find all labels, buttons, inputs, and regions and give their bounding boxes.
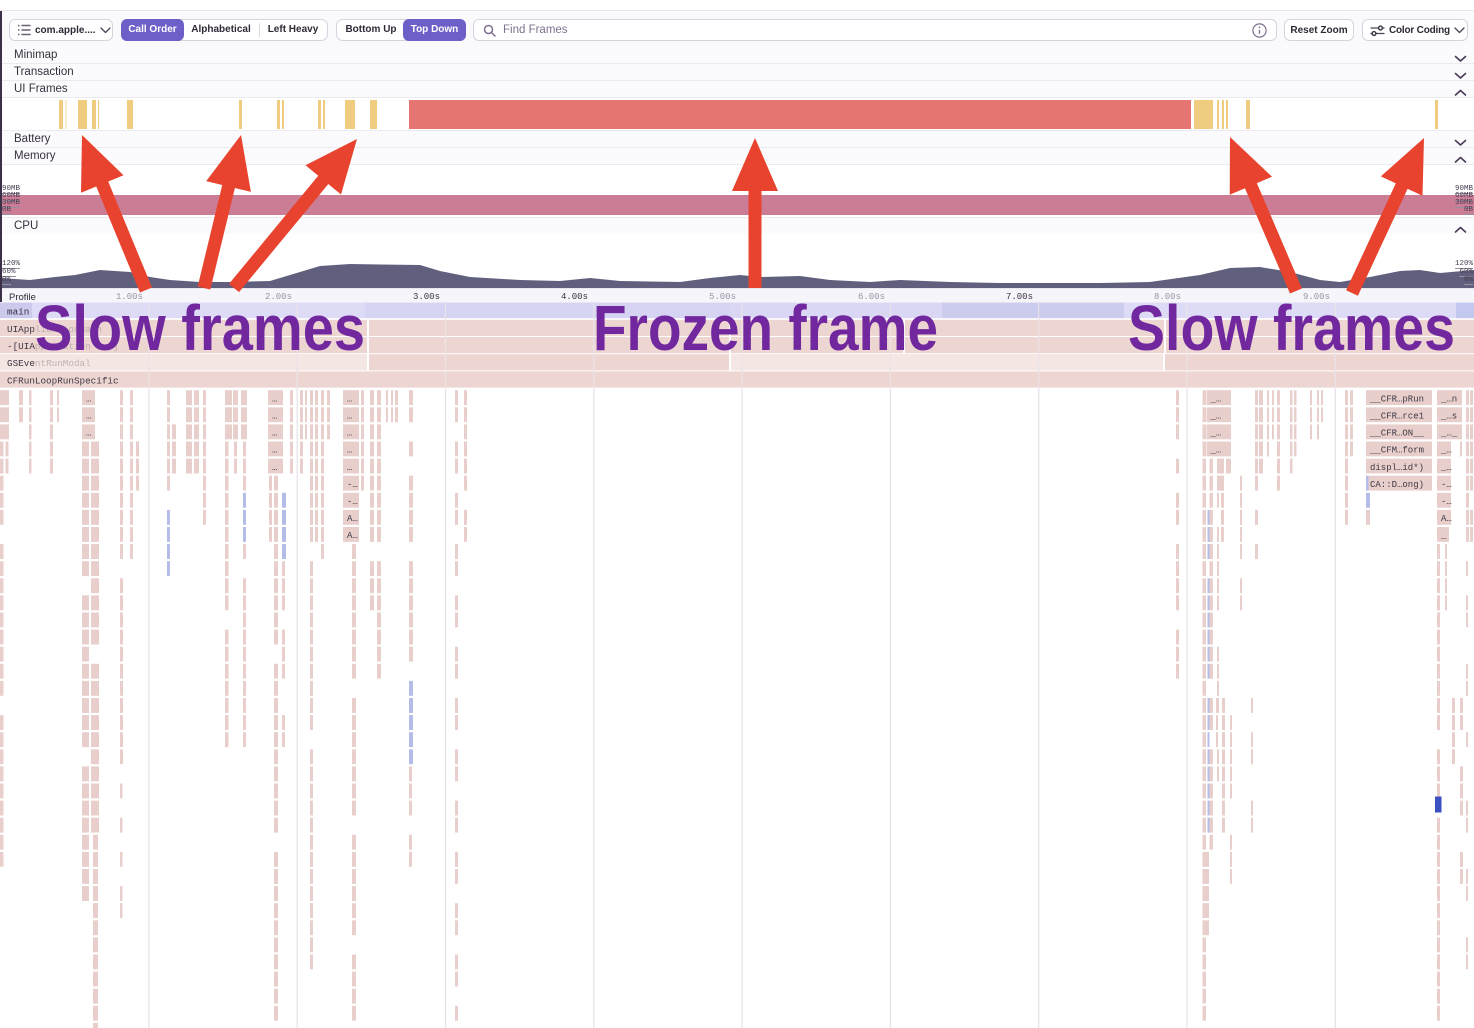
- svg-text:Slow frames: Slow frames: [1128, 292, 1455, 364]
- svg-text:Frozen frame: Frozen frame: [593, 292, 938, 364]
- svg-text:Slow frames: Slow frames: [35, 292, 365, 364]
